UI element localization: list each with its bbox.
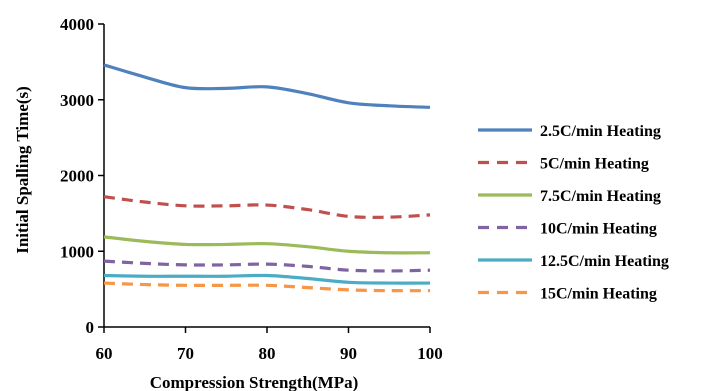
x-axis-ticks: 60 70 80 90 100 <box>96 327 443 363</box>
series-group <box>103 63 431 293</box>
series-line <box>103 63 431 109</box>
x-tick-label: 60 <box>96 344 113 363</box>
legend-label: 2.5C/min Heating <box>540 123 661 140</box>
y-axis-title: Initial Spalling Time(s) <box>13 86 32 254</box>
x-tick-label: 80 <box>259 344 276 363</box>
legend-label: 12.5C/min Heating <box>540 253 669 270</box>
legend-label: 7.5C/min Heating <box>540 188 661 205</box>
x-tick-label: 90 <box>340 344 357 363</box>
series-line <box>103 235 431 255</box>
legend-label: 10C/min Heating <box>540 221 657 238</box>
series-line <box>103 195 431 219</box>
x-tick-label: 70 <box>177 344 194 363</box>
legend-label: 5C/min Heating <box>540 156 649 173</box>
y-tick-label: 1000 <box>60 242 94 261</box>
legend-label: 15C/min Heating <box>540 286 657 303</box>
y-axis-ticks: 0 1000 2000 3000 4000 <box>60 15 104 337</box>
x-axis-title: Compression Strength(MPa) <box>150 373 359 391</box>
y-tick-label: 3000 <box>60 91 94 110</box>
series-line <box>103 259 431 273</box>
y-tick-label: 4000 <box>60 15 94 34</box>
series-line <box>103 281 431 293</box>
y-tick-label: 2000 <box>60 167 94 186</box>
legend: 2.5C/min Heating 5C/min Heating 7.5C/min H… <box>478 123 669 303</box>
x-tick-label: 100 <box>417 344 443 363</box>
y-tick-label: 0 <box>86 318 95 337</box>
series-line <box>103 273 431 285</box>
